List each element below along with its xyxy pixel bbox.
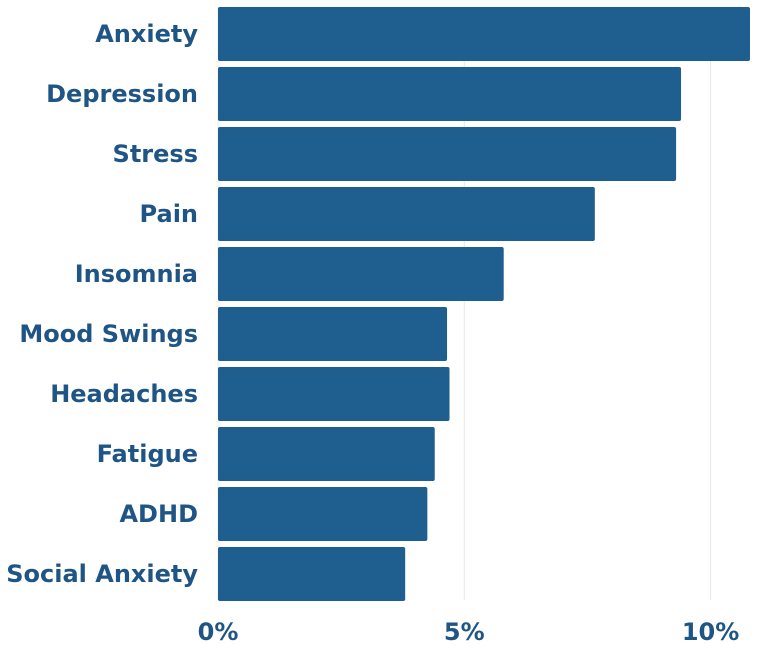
category-label-stress: Stress [113,140,198,168]
x-tick-label-0: 0% [198,618,239,645]
category-label-insomnia: Insomnia [75,260,198,288]
x-tick-label-1: 5% [444,618,485,645]
category-label-headaches: Headaches [50,380,198,408]
category-label-social-anxiety: Social Anxiety [6,560,198,588]
bar-social-anxiety [218,547,406,601]
bar-stress [218,127,677,181]
x-tick-labels: 0% 5% 10% [198,618,740,645]
category-labels: Anxiety Depression Stress Pain Insomnia Mood … [6,20,198,588]
bars [218,7,750,601]
category-label-mood-swings: Mood Swings [19,320,198,348]
bar-fatigue [218,427,435,481]
bar-headaches [218,367,450,421]
bar-insomnia [218,247,504,301]
category-label-pain: Pain [140,200,198,228]
bar-pain [218,187,595,241]
category-label-fatigue: Fatigue [97,440,198,468]
x-tick-label-2: 10% [682,618,739,645]
category-label-depression: Depression [46,80,198,108]
category-label-anxiety: Anxiety [95,20,198,48]
bar-adhd [218,487,428,541]
bar-anxiety [218,7,750,61]
category-label-adhd: ADHD [119,500,198,528]
bar-mood-swings [218,307,448,361]
bar-depression [218,67,682,121]
